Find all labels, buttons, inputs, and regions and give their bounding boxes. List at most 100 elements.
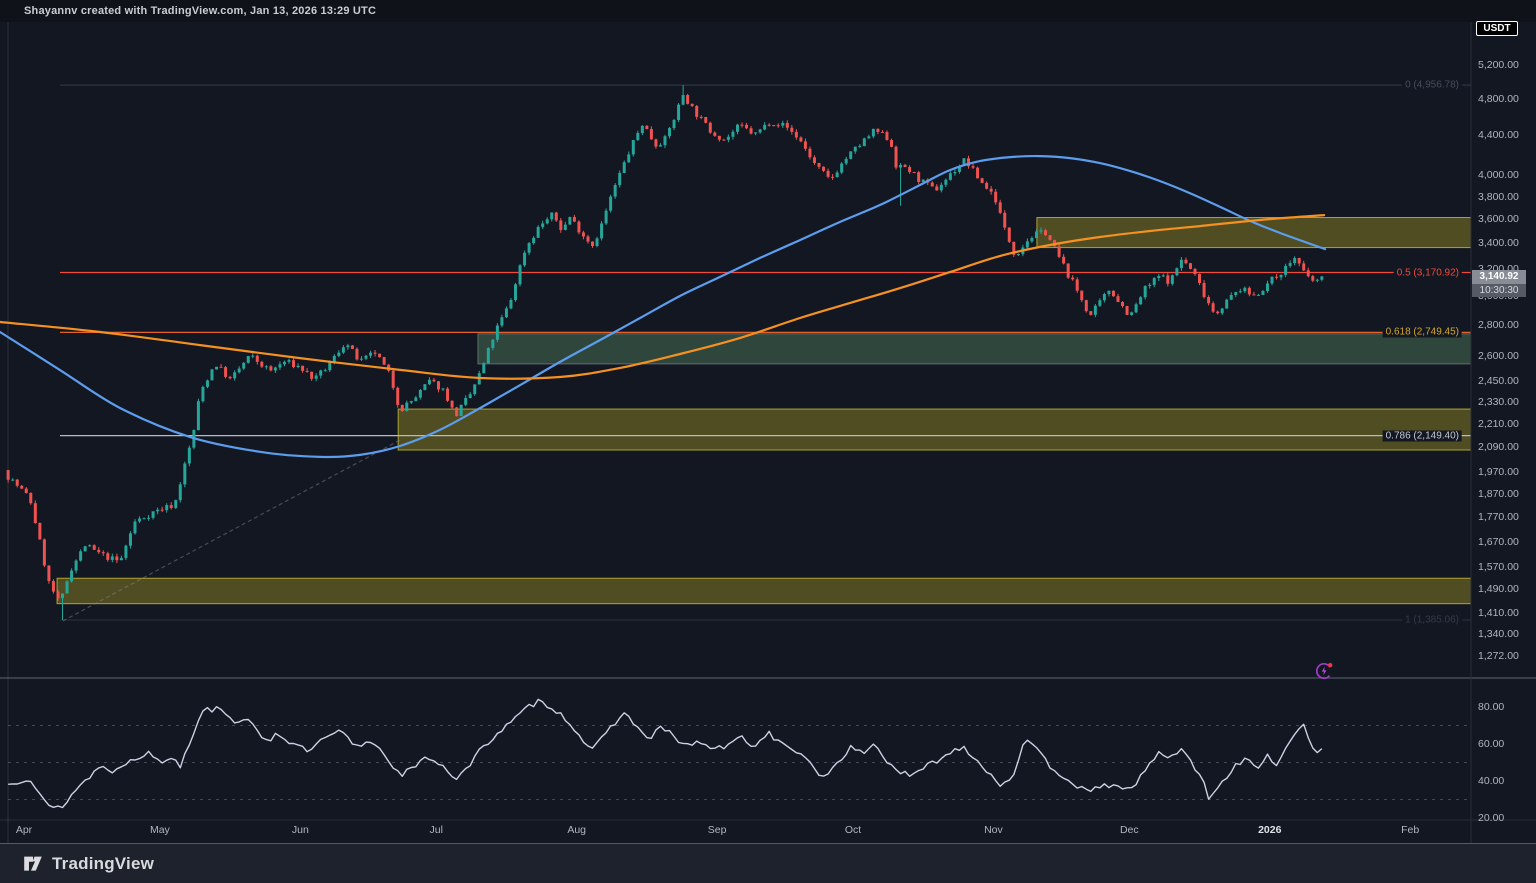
candle-body <box>554 212 558 221</box>
candle-body <box>536 226 540 238</box>
candle-body <box>432 379 436 382</box>
fib-label-0.618[interactable]: 0.618 (2,749.45) <box>1382 326 1462 338</box>
candle-body <box>604 210 608 224</box>
time-axis-label-2026: 2026 <box>1258 824 1282 836</box>
candle-body <box>1198 274 1202 283</box>
time-axis-label-may: May <box>149 824 170 836</box>
candle-body <box>1007 227 1011 242</box>
price-axis-label: 1,770.00 <box>1478 511 1519 524</box>
candle-body <box>681 95 685 105</box>
candle-body <box>772 125 776 127</box>
candle-body <box>450 400 454 408</box>
candle-body <box>939 184 943 191</box>
candle-body <box>849 151 853 159</box>
candle-body <box>1034 231 1038 239</box>
price-axis-label: 1,870.00 <box>1478 488 1519 501</box>
candle-body <box>1270 276 1274 284</box>
candle-body <box>459 404 463 417</box>
candle-body <box>577 221 581 233</box>
candle-body <box>867 136 871 139</box>
candle-body <box>649 129 653 140</box>
tradingview-logo-icon[interactable] <box>22 853 44 875</box>
candle-body <box>1315 279 1319 281</box>
candle-body <box>337 352 341 356</box>
candle-body <box>378 353 382 358</box>
fib-label-1[interactable]: 1 (1,385.06) <box>1402 614 1462 626</box>
candle-body <box>1252 294 1256 296</box>
time-axis-label-jul: Jul <box>429 824 443 836</box>
candle-body <box>1261 291 1265 295</box>
candle-body <box>1030 238 1034 242</box>
fib-label-0.786[interactable]: 0.786 (2,149.40) <box>1382 430 1462 442</box>
candle-body <box>1152 278 1156 285</box>
alerts-lightning-icon[interactable] <box>1314 660 1336 682</box>
candle-body <box>967 158 971 167</box>
candle-body <box>33 503 37 524</box>
candle-body <box>24 488 28 494</box>
rsi-line[interactable] <box>8 698 1323 809</box>
tradingview-logo-text[interactable]: TradingView <box>52 853 155 873</box>
candle-body <box>1306 270 1310 277</box>
candle-body <box>586 236 590 242</box>
candle-body <box>305 370 309 372</box>
candle-body <box>640 125 644 134</box>
zone-support-mid <box>397 408 1471 451</box>
candle-body <box>1247 287 1251 295</box>
last-price-label: 3,140.92 <box>1472 270 1526 284</box>
candle-body <box>822 166 826 171</box>
candle-body <box>233 372 237 379</box>
candle-body <box>396 387 400 405</box>
candle-body <box>364 355 368 359</box>
symbol-badge[interactable]: USDT <box>1476 21 1518 36</box>
candle-body <box>382 357 386 365</box>
candle-body <box>812 157 816 164</box>
candle-body <box>899 164 903 168</box>
candle-body <box>341 347 345 353</box>
fib-label-0.5[interactable]: 0.5 (3,170.92) <box>1393 267 1462 278</box>
candle-body <box>1111 290 1115 297</box>
candle-body <box>142 518 146 520</box>
candle-body <box>844 158 848 164</box>
price-axis-label: 2,090.00 <box>1478 441 1519 454</box>
fib-label-0[interactable]: 0 (4,956.78) <box>1402 79 1462 91</box>
price-axis-label: 1,410.00 <box>1478 606 1519 619</box>
candle-body <box>658 145 662 147</box>
candle-body <box>1284 265 1288 275</box>
candle-body <box>1098 300 1102 306</box>
candle-body <box>1193 268 1197 275</box>
candle-body <box>1238 291 1242 293</box>
candle-body <box>908 166 912 173</box>
candle-body <box>889 139 893 147</box>
price-axis-label: 3,600.00 <box>1478 213 1519 226</box>
candle-body <box>731 131 735 137</box>
candle-body <box>1234 292 1238 296</box>
candle-body <box>808 148 812 158</box>
candle-body <box>1188 263 1192 269</box>
price-axis-label: 4,000.00 <box>1478 169 1519 182</box>
candle-body <box>359 358 363 360</box>
candle-body <box>355 348 359 360</box>
ma-blue-line[interactable] <box>0 154 1327 459</box>
candle-body <box>83 546 87 552</box>
candle-body <box>133 521 137 534</box>
candle-body <box>1179 259 1183 269</box>
candle-body <box>287 360 291 362</box>
candle-body <box>1012 241 1016 255</box>
candle-body <box>1016 254 1020 256</box>
candle-body <box>622 162 626 173</box>
ma-orange-line[interactable] <box>0 214 1326 380</box>
candle-body <box>1080 290 1084 301</box>
zone-support-green <box>477 333 1471 365</box>
candle-body <box>224 367 228 377</box>
candle-body <box>119 557 123 561</box>
candle-body <box>1202 282 1206 298</box>
candle-body <box>781 122 785 126</box>
candle-body <box>572 217 576 222</box>
candle-body <box>853 146 857 152</box>
candle-body <box>735 124 739 132</box>
trend-line[interactable] <box>62 439 401 622</box>
candle-body <box>405 402 409 411</box>
candle-body <box>205 380 209 387</box>
candle-body <box>672 119 676 129</box>
